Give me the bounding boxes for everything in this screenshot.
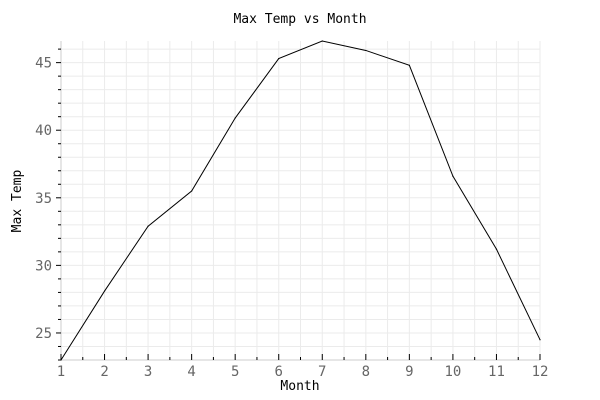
data-point <box>60 359 62 361</box>
data-point <box>147 225 149 227</box>
x-tick-label: 9 <box>405 364 413 380</box>
series-layer <box>60 40 541 361</box>
x-tick-label: 11 <box>488 364 505 380</box>
x-tick-label: 7 <box>318 364 326 380</box>
data-point <box>234 117 236 119</box>
data-point <box>278 57 280 60</box>
data-point <box>191 190 193 192</box>
y-tick-label: 25 <box>35 326 52 342</box>
data-point <box>365 49 367 52</box>
x-tick-label: 6 <box>275 364 283 380</box>
x-tick-label: 8 <box>362 364 370 380</box>
series-line <box>60 40 541 361</box>
y-tick-label: 40 <box>35 123 52 139</box>
data-point <box>103 290 106 292</box>
data-point <box>408 64 410 66</box>
y-tick-label: 35 <box>35 191 52 207</box>
x-axis-label: Month <box>280 379 319 394</box>
x-tick-label: 12 <box>532 364 549 380</box>
x-tick-label: 4 <box>187 364 195 380</box>
chart-title: Max Temp vs Month <box>233 12 366 27</box>
data-point <box>321 40 323 42</box>
x-tick-label: 1 <box>57 364 65 380</box>
x-tick-label: 3 <box>144 364 152 380</box>
y-axis-label: Max Temp <box>10 170 25 233</box>
grid <box>60 41 541 361</box>
data-point <box>539 339 541 341</box>
x-tick-label: 5 <box>231 364 239 380</box>
y-tick-label: 45 <box>35 56 52 72</box>
data-point <box>495 248 498 250</box>
x-tick-label: 2 <box>100 364 108 380</box>
data-point <box>452 175 454 177</box>
y-tick-label: 30 <box>35 258 52 274</box>
x-tick-label: 10 <box>444 364 461 380</box>
